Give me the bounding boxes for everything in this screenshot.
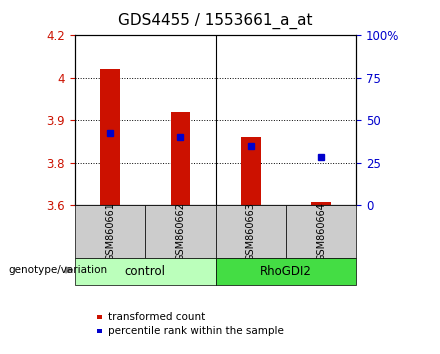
- Bar: [97, 329, 102, 333]
- Text: GSM860664: GSM860664: [316, 202, 326, 261]
- Bar: [241, 137, 260, 205]
- Bar: [216, 205, 286, 258]
- Text: GSM860661: GSM860661: [105, 202, 115, 261]
- Text: control: control: [125, 265, 166, 278]
- Bar: [312, 202, 331, 205]
- Bar: [75, 258, 216, 285]
- Bar: [216, 258, 356, 285]
- Text: genotype/variation: genotype/variation: [9, 265, 108, 275]
- Text: transformed count: transformed count: [108, 312, 205, 322]
- Text: RhoGDI2: RhoGDI2: [260, 265, 312, 278]
- Text: GDS4455 / 1553661_a_at: GDS4455 / 1553661_a_at: [118, 12, 313, 29]
- Bar: [145, 205, 216, 258]
- Bar: [75, 205, 145, 258]
- Bar: [286, 205, 356, 258]
- Text: percentile rank within the sample: percentile rank within the sample: [108, 326, 284, 336]
- Bar: [171, 112, 190, 205]
- Bar: [100, 69, 120, 205]
- Text: GSM860662: GSM860662: [176, 202, 185, 261]
- Bar: [97, 315, 102, 319]
- Text: GSM860663: GSM860663: [246, 202, 256, 261]
